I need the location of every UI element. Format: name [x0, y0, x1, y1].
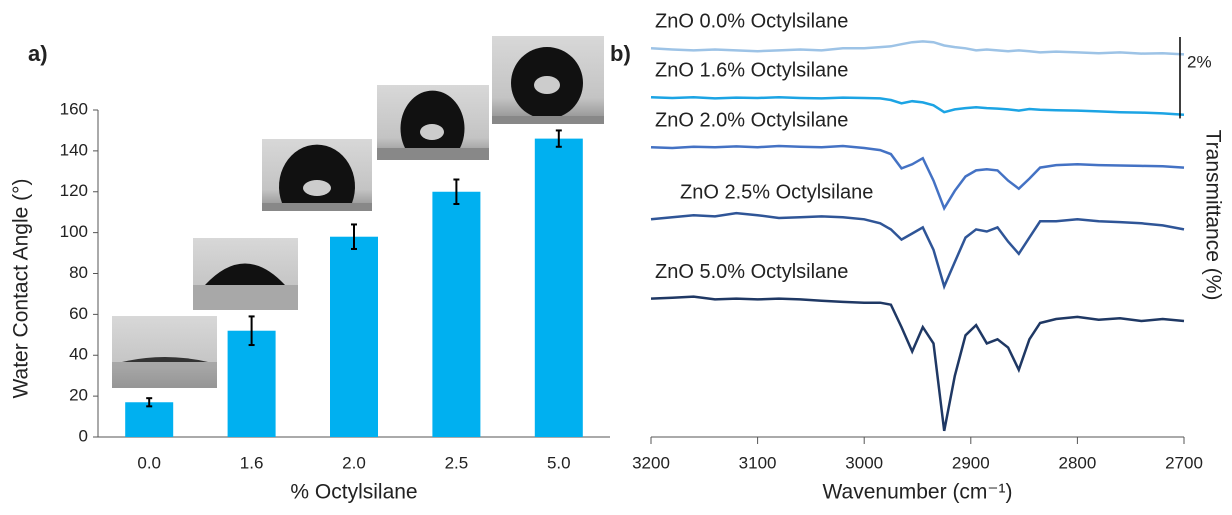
- x-tick-label: 3200: [632, 453, 670, 472]
- series-label: ZnO 2.0% Octylsilane: [655, 109, 848, 131]
- bar: [330, 237, 378, 437]
- panel-label: b): [610, 41, 631, 66]
- y-axis-title: Water Contact Angle (°): [10, 178, 33, 398]
- y-tick-label: 100: [60, 222, 88, 241]
- x-tick-label: 2700: [1165, 453, 1203, 472]
- x-axis-title: Wavenumber (cm⁻¹): [823, 481, 1013, 504]
- y-tick-label: 160: [60, 99, 88, 118]
- y-tick-label: 20: [69, 386, 88, 405]
- x-axis-title: % Octylsilane: [290, 481, 417, 504]
- x-tick-label: 2.0: [342, 453, 366, 472]
- x-tick-label: 5.0: [547, 453, 571, 472]
- bar: [535, 139, 583, 437]
- y-tick-label: 120: [60, 181, 88, 200]
- figure: a) b) 0 20 40 60 80 100 120 140 160 0.0 1.6 2.0 2.5 5…: [0, 0, 1232, 515]
- series-label: ZnO 1.6% Octylsilane: [655, 59, 848, 81]
- x-tick-label: 1.6: [240, 453, 264, 472]
- scale-bar-label: 2%: [1187, 52, 1212, 71]
- droplet-image: [262, 139, 372, 211]
- x-tick-label: 0.0: [137, 453, 161, 472]
- y-tick-label: 40: [69, 345, 88, 364]
- x-tick-label: 2.5: [445, 453, 469, 472]
- droplet-image: [193, 238, 298, 310]
- series-label: ZnO 5.0% Octylsilane: [655, 261, 848, 283]
- bar: [228, 331, 276, 437]
- series-label: ZnO 2.5% Octylsilane: [680, 182, 873, 204]
- droplet-image: [492, 36, 604, 124]
- spectrum-line: [651, 297, 1184, 431]
- x-tick-label: 3100: [739, 453, 777, 472]
- spectrum-line: [651, 41, 1184, 54]
- bar: [125, 402, 173, 437]
- bar: [432, 192, 480, 437]
- y-tick-label: 60: [69, 304, 88, 323]
- y-tick-label: 140: [60, 140, 88, 159]
- droplet-image: [377, 85, 489, 160]
- x-tick-label: 2900: [952, 453, 990, 472]
- y-tick-label: 0: [79, 426, 88, 445]
- y-tick-label: 80: [69, 263, 88, 282]
- droplet-image: [112, 316, 217, 388]
- x-tick-label: 2800: [1058, 453, 1096, 472]
- panel-label: a): [28, 41, 48, 66]
- y-axis-title: Transmittance (%): [1201, 130, 1224, 301]
- x-tick-label: 3000: [845, 453, 883, 472]
- series-label: ZnO 0.0% Octylsilane: [655, 11, 848, 33]
